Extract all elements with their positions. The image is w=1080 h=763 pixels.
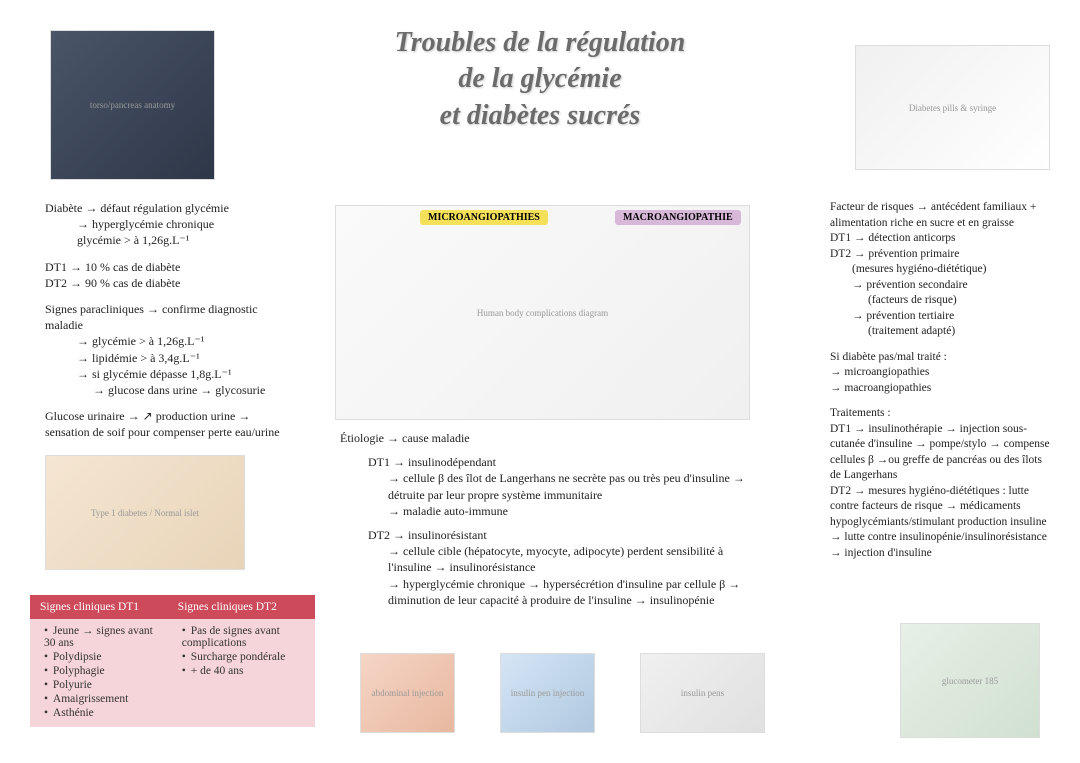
right-p1b: DT1 → détection anticorps xyxy=(830,232,956,244)
microangiopathies-label: MICROANGIOPATHIES xyxy=(420,210,548,225)
dt1-a: → cellule β des îlot de Langerhans ne se… xyxy=(340,470,760,502)
dt2-item: + de 40 ans xyxy=(182,665,305,677)
right-p1d: (mesures hygiéno-diététique) xyxy=(830,263,986,275)
dt2-item: Surcharge pondérale xyxy=(182,651,305,663)
abdominal-injection-image: abdominal injection xyxy=(360,653,455,733)
dt2-item: Pas de signes avant complications xyxy=(182,625,305,649)
left-p3d: → si glycémie dépasse 1,8g.L⁻¹ xyxy=(45,367,232,381)
left-p2b: DT2 → 90 % cas de diabète xyxy=(45,276,180,290)
right-p1g: → prévention tertiaire xyxy=(830,310,954,322)
dt2-a: → cellule cible (hépatocyte, myocyte, ad… xyxy=(340,543,760,575)
left-p1b: → hyperglycémie chronique xyxy=(45,217,214,231)
right-p3c: DT2 → mesures hygiéno-diététiques : lutt… xyxy=(830,485,1047,559)
dt1-item: Polydipsie xyxy=(44,651,158,663)
td-dt1: Jeune → signes avant 30 ans Polydipsie P… xyxy=(30,619,168,727)
right-p2a: Si diabète pas/mal traité : xyxy=(830,351,947,363)
title-line-1: Troubles de la régulation xyxy=(290,25,790,61)
dt1-item: Jeune → signes avant 30 ans xyxy=(44,625,158,649)
left-p3a: Signes paracliniques → confirme diagnost… xyxy=(45,302,258,332)
left-p1a: Diabète → défaut régulation glycémie xyxy=(45,201,229,215)
right-p1e: → prévention secondaire xyxy=(830,279,968,291)
pancreas-islet-image: Type 1 diabetes / Normal islet xyxy=(45,455,245,570)
left-p1c: glycémie > à 1,26g.L⁻¹ xyxy=(45,233,189,247)
dt1-item: Asthénie xyxy=(44,707,158,719)
pen-injection-image: insulin pen injection xyxy=(500,653,595,733)
right-column: Facteur de risques → antécédent familiau… xyxy=(830,200,1050,571)
dt1-b: → maladie auto-immune xyxy=(340,503,760,519)
left-p4a: Glucose urinaire → ↗ production urine → … xyxy=(45,408,290,440)
body-complications-diagram: Human body complications diagram xyxy=(335,205,750,420)
th-dt1: Signes cliniques DT1 xyxy=(30,595,168,619)
th-dt2: Signes cliniques DT2 xyxy=(168,595,315,619)
title-line-2: de la glycémie xyxy=(290,61,790,97)
left-column: Diabète → défaut régulation glycémie → h… xyxy=(45,200,290,450)
torso-anatomy-image: torso/pancreas anatomy xyxy=(50,30,215,180)
page-title: Troubles de la régulation de la glycémie… xyxy=(290,25,790,134)
macroangiopathie-label: MACROANGIOPATHIE xyxy=(615,210,741,225)
td-dt2: Pas de signes avant complications Surcha… xyxy=(168,619,315,727)
right-p1f: (facteurs de risque) xyxy=(830,294,957,306)
clinical-signs-table: Signes cliniques DT1 Signes cliniques DT… xyxy=(30,595,315,727)
right-p2c: → macroangiopathies xyxy=(830,382,931,394)
right-p1h: (traitement adapté) xyxy=(830,325,955,337)
title-line-3: et diabètes sucrés xyxy=(290,98,790,134)
dt2-list: Pas de signes avant complications Surcha… xyxy=(178,625,305,677)
dt2-b: → hyperglycémie chronique → hypersécréti… xyxy=(340,576,760,608)
etio-p1: Étiologie → cause maladie xyxy=(340,430,760,446)
dt1-list: Jeune → signes avant 30 ans Polydipsie P… xyxy=(40,625,158,719)
left-p3c: → lipidémie > à 3,4g.L⁻¹ xyxy=(45,351,200,365)
insulin-pens-image: insulin pens xyxy=(640,653,765,733)
right-p1a: Facteur de risques → antécédent familiau… xyxy=(830,201,1036,229)
dt1-item: Amaigrissement xyxy=(44,693,158,705)
right-p2b: → microangiopathies xyxy=(830,366,929,378)
glucometer-image: glucometer 185 xyxy=(900,623,1040,738)
dt1-title: DT1 → insulinodépendant xyxy=(340,454,760,470)
left-p3b: → glycémie > à 1,26g.L⁻¹ xyxy=(45,334,204,348)
diabetes-card-image: Diabetes pills & syringe xyxy=(855,45,1050,170)
dt1-item: Polyurie xyxy=(44,679,158,691)
right-p1c: DT2 → prévention primaire xyxy=(830,248,959,260)
right-p3a: Traitements : xyxy=(830,407,891,419)
dt2-title: DT2 → insulinorésistant xyxy=(340,527,760,543)
dt1-item: Polyphagie xyxy=(44,665,158,677)
left-p3e: → glucose dans urine → glycosurie xyxy=(45,383,265,397)
center-etiology: Étiologie → cause maladie DT1 → insulino… xyxy=(340,430,760,616)
left-p2a: DT1 → 10 % cas de diabète xyxy=(45,260,180,274)
right-p3b: DT1 → insulinothérapie → injection sous-… xyxy=(830,423,1050,482)
